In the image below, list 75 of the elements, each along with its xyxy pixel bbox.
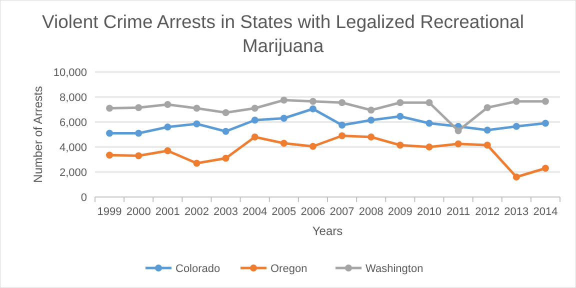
x-tick-label: 2007 <box>330 206 354 218</box>
point <box>512 174 520 180</box>
x-tick-label: 2012 <box>475 206 500 218</box>
point <box>222 109 230 116</box>
point <box>484 104 491 112</box>
point <box>164 101 172 108</box>
point <box>368 116 375 124</box>
x-tick-label: 2010 <box>416 206 442 218</box>
legend-label: Oregon <box>270 262 308 275</box>
y-tick-label: 10,000 <box>53 66 87 79</box>
x-tick-label: 2008 <box>358 206 384 218</box>
point <box>164 124 172 130</box>
point <box>309 105 316 112</box>
y-axis-title: Number of Arrests <box>31 86 45 183</box>
point <box>396 99 404 106</box>
point <box>338 122 346 129</box>
point <box>542 98 549 105</box>
point <box>396 142 404 149</box>
point <box>542 164 549 172</box>
point <box>222 154 230 162</box>
point <box>280 140 288 147</box>
point <box>484 142 491 149</box>
point <box>512 98 520 105</box>
point <box>309 98 316 105</box>
x-axis-title: Years <box>312 224 343 238</box>
point <box>251 104 258 112</box>
point <box>135 152 142 160</box>
point <box>251 134 258 140</box>
point <box>106 152 114 159</box>
point <box>193 160 200 167</box>
x-tick-label: 1999 <box>97 206 122 218</box>
point <box>484 126 491 134</box>
point <box>309 142 316 150</box>
x-tick-label: 2003 <box>214 206 238 218</box>
point <box>280 96 288 104</box>
point <box>193 120 200 128</box>
point <box>338 99 346 106</box>
point <box>164 147 172 154</box>
y-tick-label: 6,000 <box>59 116 87 129</box>
point <box>222 128 230 135</box>
point <box>396 112 404 120</box>
point <box>280 114 288 122</box>
point <box>368 106 375 114</box>
point <box>426 99 433 106</box>
point <box>193 104 200 112</box>
point <box>454 140 462 148</box>
point <box>251 116 258 124</box>
x-tick-label: 2005 <box>272 206 296 218</box>
point <box>426 120 433 127</box>
point <box>512 122 520 130</box>
x-tick-label: 2009 <box>388 206 412 218</box>
x-tick-label: 2002 <box>184 206 209 218</box>
point <box>454 127 462 134</box>
legend-label: Washington <box>366 262 424 275</box>
point <box>338 132 346 140</box>
legend-label: Colorado <box>176 262 220 275</box>
point <box>135 104 142 112</box>
y-tick-label: 2,000 <box>59 166 87 179</box>
x-tick-label: 2006 <box>300 206 326 218</box>
point <box>106 104 114 112</box>
x-tick-label: 2013 <box>504 206 529 218</box>
x-tick-label: 2001 <box>155 206 180 218</box>
y-tick-label: 4,000 <box>59 142 87 154</box>
chart-title: Violent Crime Arrests in States with Legalized Recreational Marijuana <box>42 11 524 56</box>
x-tick-label: 2014 <box>533 206 558 218</box>
y-tick-label: 0 <box>80 192 87 204</box>
x-tick-label: 2011 <box>446 206 470 218</box>
point <box>135 130 142 137</box>
x-tick-label: 2004 <box>242 206 268 218</box>
point <box>106 130 114 137</box>
x-tick-label: 2000 <box>126 206 151 218</box>
y-tick-label: 8,000 <box>59 92 87 104</box>
point <box>542 120 549 127</box>
point <box>368 134 375 140</box>
point <box>426 144 433 150</box>
